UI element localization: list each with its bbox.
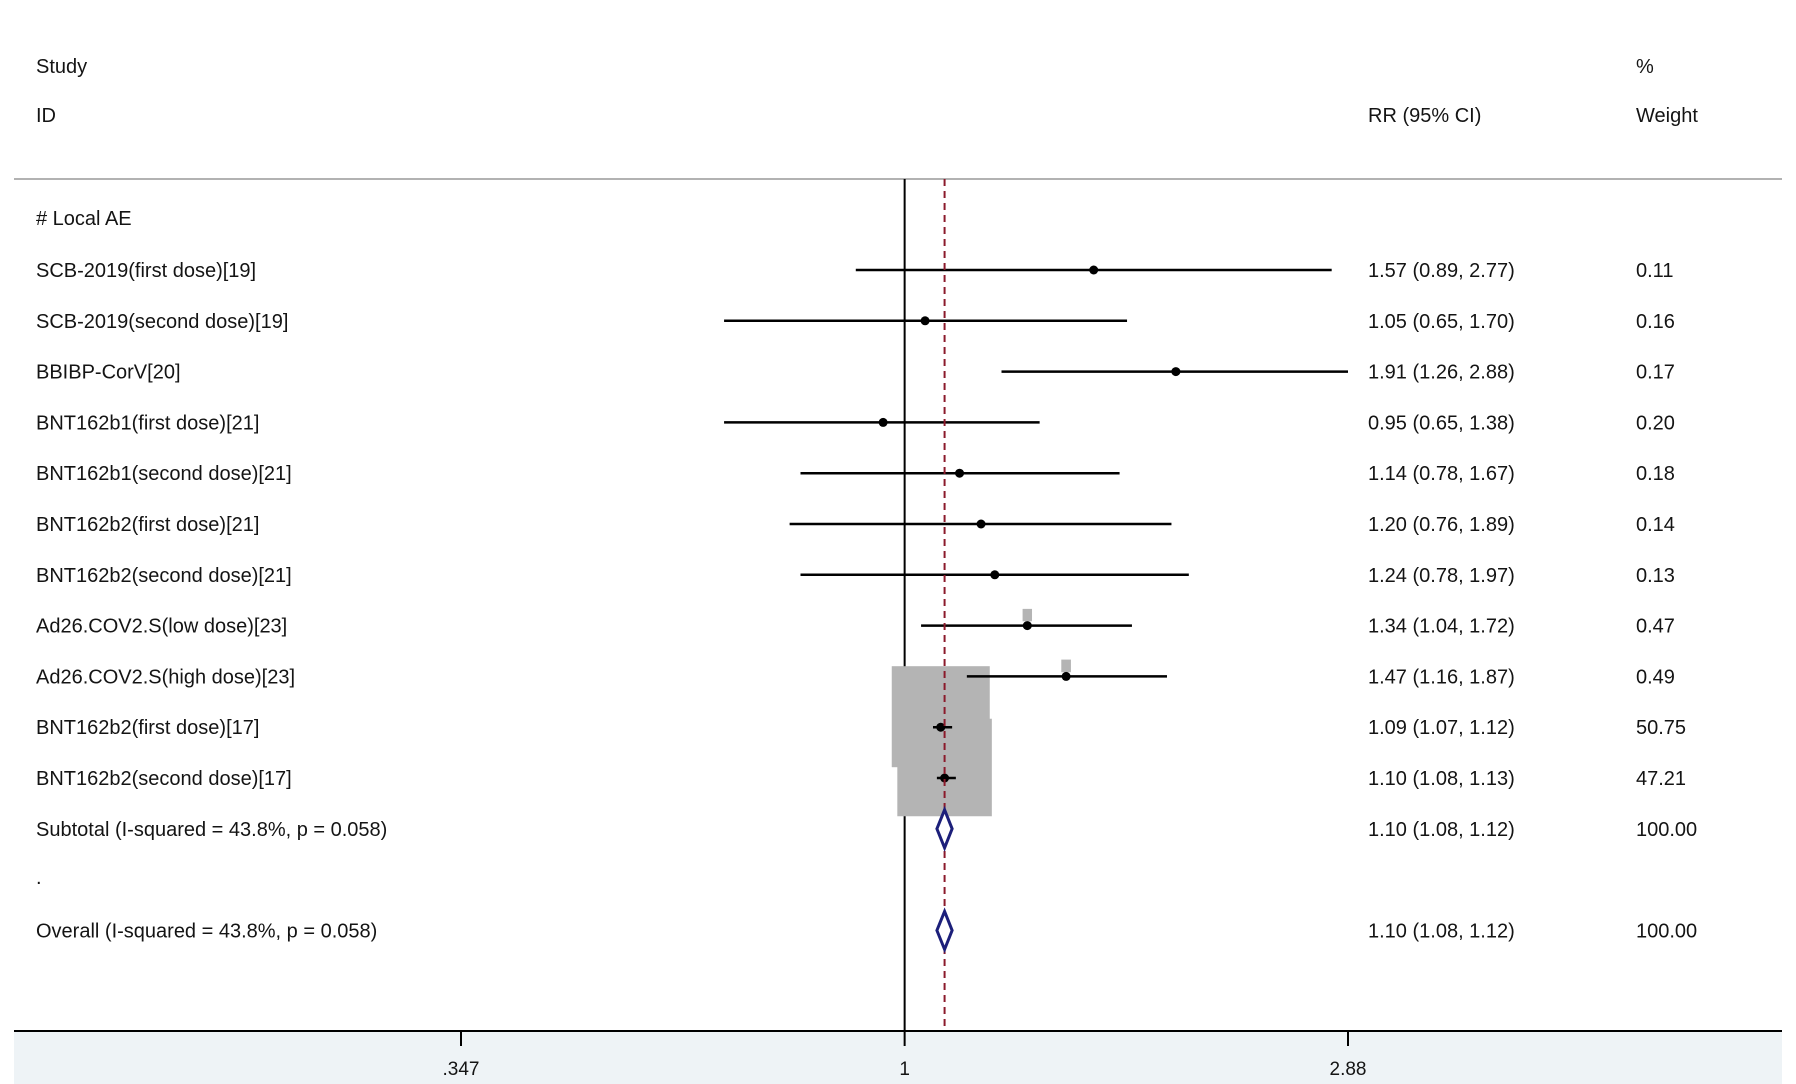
separator-dot: . [36,867,42,889]
weight-text: 0.14 [1636,514,1675,536]
weight-header-line1: % [1636,56,1654,78]
ci-text: 1.34 (1.04, 1.72) [1368,616,1515,638]
study-label: BBIBP-CorV[20] [36,362,181,384]
ci-text: 1.57 (0.89, 2.77) [1368,260,1515,282]
point-estimate [955,468,965,478]
x-axis-ticks: .347 1 2.88 [443,1031,1367,1080]
study-label: BNT162b2(first dose)[21] [36,514,259,536]
x-tick-label: 2.88 [1330,1059,1367,1080]
weight-text: 0.18 [1636,463,1675,485]
x-tick-label: 1 [899,1059,910,1080]
study-label: BNT162b1(second dose)[21] [36,463,292,485]
ci-text: 1.20 (0.76, 1.89) [1368,514,1515,536]
weight-text: 50.75 [1636,717,1686,739]
point-estimate [990,570,1000,580]
point-estimate [1022,621,1032,631]
point-estimate [1061,671,1071,681]
overall-ci-text: 1.10 (1.08, 1.12) [1368,920,1515,942]
point-estimate [940,773,950,783]
axis-band [14,1031,1782,1084]
point-estimate [1171,367,1181,377]
ci-text: 1.09 (1.07, 1.12) [1368,717,1515,739]
weight-header-line2: Weight [1636,105,1698,127]
study-label: Ad26.COV2.S(low dose)[23] [36,616,287,638]
ci-text: 1.24 (0.78, 1.97) [1368,565,1515,587]
weight-text: 0.47 [1636,616,1675,638]
ci-text: 1.14 (0.78, 1.67) [1368,463,1515,485]
weight-text: 0.16 [1636,311,1675,333]
x-tick-label: .347 [443,1059,480,1080]
study-label: Ad26.COV2.S(high dose)[23] [36,666,295,688]
ci-text: 1.10 (1.08, 1.13) [1368,768,1515,790]
overall-label: Overall (I-squared = 43.8%, p = 0.058) [36,920,377,942]
plot-marks [724,179,1348,1031]
point-estimate [1089,265,1099,275]
weight-box [1022,608,1033,622]
rr-header: RR (95% CI) [1368,105,1481,127]
study-header-line2: ID [36,105,56,127]
ci-text: 1.91 (1.26, 2.88) [1368,362,1515,384]
weight-box [1061,659,1071,673]
point-estimate [878,417,888,427]
study-label: BNT162b2(second dose)[21] [36,565,292,587]
weight-text: 0.49 [1636,666,1675,688]
overall-weight-text: 100.00 [1636,920,1697,942]
subtotal-ci-text: 1.10 (1.08, 1.12) [1368,819,1515,841]
weight-text: 0.17 [1636,362,1675,384]
point-estimate [920,316,930,326]
study-label: BNT162b2(second dose)[17] [36,768,292,790]
ci-text: 1.05 (0.65, 1.70) [1368,311,1515,333]
group-label: # Local AE [36,208,132,230]
weight-text: 0.11 [1636,260,1673,282]
subtotal-label: Subtotal (I-squared = 43.8%, p = 0.058) [36,819,387,841]
ci-text: 0.95 (0.65, 1.38) [1368,412,1515,434]
weight-text: 0.20 [1636,412,1675,434]
row-labels: SCB-2019(first dose)[19] 1.57 (0.89, 2.77… [36,260,1697,942]
point-estimate [976,519,986,529]
study-label: BNT162b1(first dose)[21] [36,412,259,434]
overall-diamond [935,907,954,954]
subtotal-weight-text: 100.00 [1636,819,1697,841]
point-estimate [936,722,946,732]
weight-text: 47.21 [1636,768,1686,790]
ci-text: 1.47 (1.16, 1.87) [1368,666,1515,688]
study-label: SCB-2019(first dose)[19] [36,260,256,282]
weight-text: 0.13 [1636,565,1675,587]
study-header-line1: Study [36,56,87,78]
subtotal-diamond [935,805,954,852]
study-label: BNT162b2(first dose)[17] [36,717,259,739]
study-label: SCB-2019(second dose)[19] [36,311,288,333]
